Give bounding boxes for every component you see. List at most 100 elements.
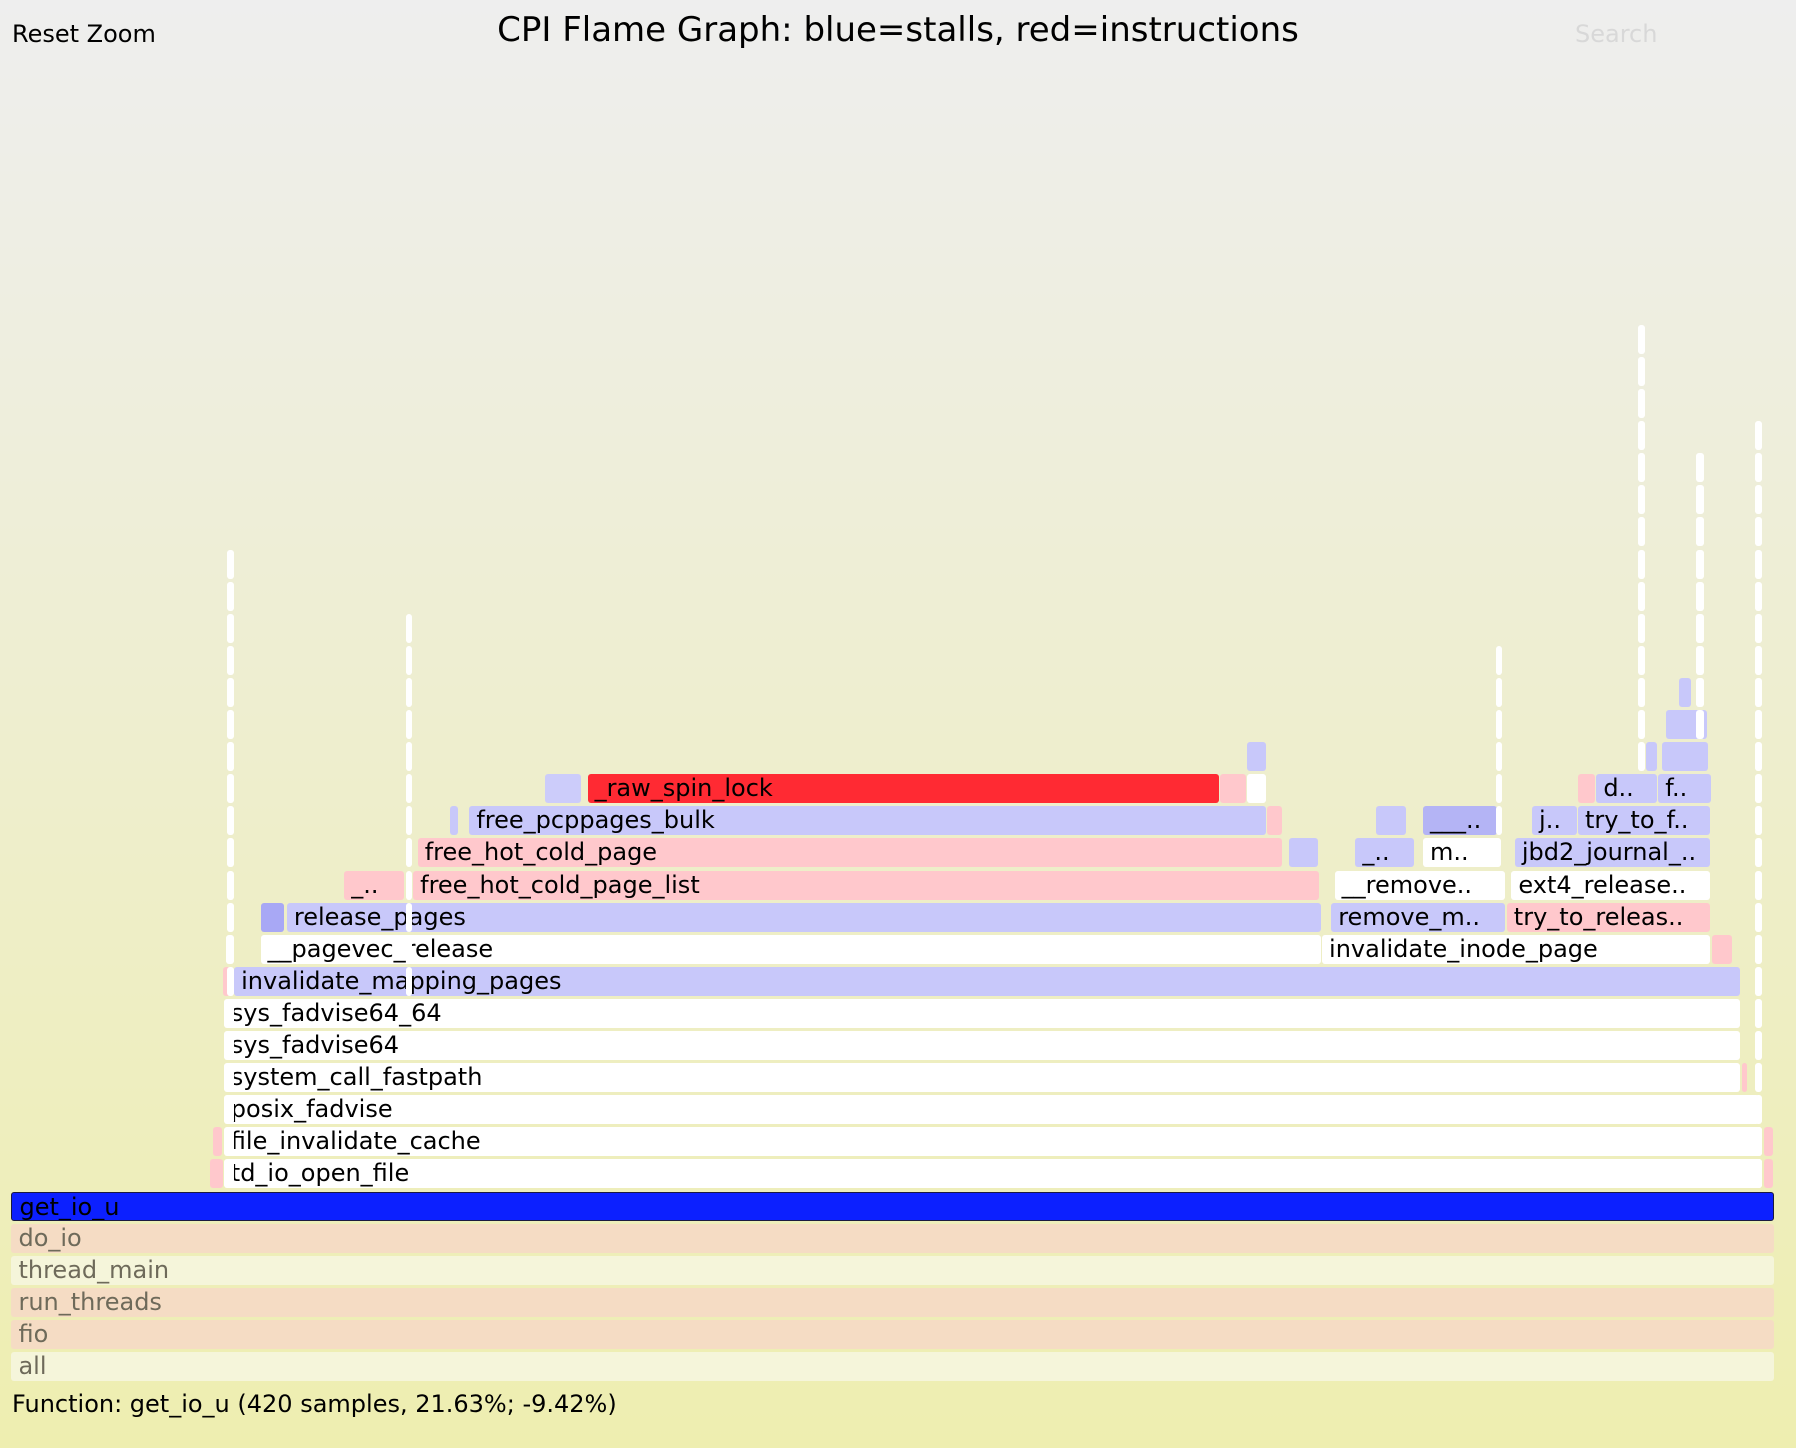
- frame-f-frame[interactable]: f..: [1658, 774, 1712, 804]
- tower-right-a-frame[interactable]: [1496, 645, 1503, 675]
- tower-left-frame[interactable]: [227, 742, 235, 772]
- tower-right-a-frame[interactable]: [1496, 742, 1503, 772]
- frame-do-io[interactable]: do_io: [11, 1223, 1775, 1253]
- frame-pagevec-release[interactable]: __pagevec_release: [260, 934, 1322, 964]
- tower-far-right-frame[interactable]: [1754, 774, 1762, 804]
- tower-left-frame[interactable]: [227, 677, 235, 707]
- frame-td-io-open-file[interactable]: td_io_open_file: [223, 1159, 1762, 1189]
- tower-mid-frame[interactable]: [406, 902, 412, 932]
- tower-mid-frame[interactable]: [406, 806, 412, 836]
- frame-invalidate-inode-page[interactable]: invalidate_inode_page: [1322, 934, 1711, 964]
- tower-left-frame[interactable]: [227, 549, 235, 579]
- tower-left-frame[interactable]: [227, 1159, 235, 1189]
- frame-system-call-fastpath-b[interactable]: [1742, 1063, 1747, 1093]
- tower-far-right-frame[interactable]: [1754, 517, 1762, 547]
- tower-right-c-frame[interactable]: [1696, 485, 1705, 515]
- tower-far-right-frame[interactable]: [1754, 421, 1762, 451]
- tower-left-frame[interactable]: [227, 1031, 235, 1060]
- tower-far-right-frame[interactable]: [1754, 1063, 1762, 1093]
- tower-right-b-frame[interactable]: [1637, 389, 1645, 418]
- frame-row17-b1[interactable]: [1375, 806, 1406, 836]
- tower-far-right-frame[interactable]: [1754, 806, 1762, 836]
- tower-far-right-frame[interactable]: [1754, 902, 1762, 932]
- frame-raw-spin-lock-post[interactable]: [1219, 774, 1247, 804]
- tower-far-right-frame[interactable]: [1754, 998, 1762, 1028]
- tower-far-right-frame[interactable]: [1754, 485, 1762, 515]
- tower-mid-frame[interactable]: [406, 645, 412, 675]
- frame-td-io-open-file-pre[interactable]: [210, 1159, 223, 1189]
- tower-mid-frame[interactable]: [406, 742, 412, 772]
- frame-m-frame[interactable]: m..: [1423, 838, 1502, 868]
- frame-raw-spin-lock-pre[interactable]: [545, 774, 581, 804]
- tower-right-b-frame[interactable]: [1637, 517, 1645, 547]
- tower-right-a-frame[interactable]: [1496, 677, 1503, 707]
- tower-mid-frame[interactable]: [406, 934, 412, 964]
- frame-try-to-free-buffers[interactable]: try_to_f..: [1577, 806, 1711, 836]
- frame-invalidate-mapping-pages[interactable]: invalidate_mapping_pages: [234, 966, 1740, 996]
- frame-file-invalidate-cache-pre[interactable]: [213, 1127, 222, 1157]
- tower-left-frame[interactable]: [227, 1127, 235, 1157]
- reset-zoom-button[interactable]: Reset Zoom: [12, 20, 156, 48]
- tower-left-frame[interactable]: [227, 870, 235, 900]
- tower-right-b-frame[interactable]: [1637, 324, 1645, 354]
- frame-try-to-release-page[interactable]: try_to_releas..: [1506, 902, 1711, 932]
- tower-far-right-frame[interactable]: [1754, 1095, 1762, 1125]
- tower-far-right-frame[interactable]: [1754, 453, 1762, 483]
- frame-free-hot-cold-page-list[interactable]: free_hot_cold_page_list: [413, 870, 1319, 900]
- frame-remove-sib[interactable]: _..: [1355, 838, 1414, 868]
- frame-d-pre[interactable]: [1577, 774, 1596, 804]
- frame-raw-spin-lock[interactable]: _raw_spin_lock: [587, 774, 1219, 804]
- tower-right-b-frame[interactable]: [1637, 710, 1645, 739]
- frame-thread-main[interactable]: thread_main: [11, 1255, 1775, 1285]
- frame-row19-b3[interactable]: [1661, 742, 1708, 772]
- tower-far-right-frame[interactable]: [1754, 1159, 1762, 1189]
- frame-file-invalidate-cache-post[interactable]: [1763, 1127, 1774, 1157]
- tower-far-right-frame[interactable]: [1754, 870, 1762, 900]
- tower-far-right-frame[interactable]: [1754, 645, 1762, 675]
- tower-far-right-frame[interactable]: [1754, 966, 1762, 996]
- frame-row19-b2[interactable]: [1645, 742, 1658, 772]
- frame-free-pcppages-bulk[interactable]: free_pcppages_bulk: [469, 806, 1266, 836]
- tower-left-frame[interactable]: [227, 613, 235, 643]
- frame-row21-b[interactable]: [1678, 677, 1691, 707]
- tower-left-frame[interactable]: [227, 838, 235, 868]
- frame-jbd2-journal-try-to-free-buffers[interactable]: jbd2_journal_..: [1514, 838, 1711, 868]
- tower-far-right-frame[interactable]: [1754, 838, 1762, 868]
- tower-right-c-frame[interactable]: [1696, 645, 1705, 675]
- tower-far-right-frame[interactable]: [1754, 1031, 1762, 1060]
- tower-far-right-frame[interactable]: [1754, 1127, 1762, 1157]
- frame-sys-fadvise64-64[interactable]: sys_fadvise64_64: [223, 998, 1740, 1028]
- tower-mid-frame[interactable]: [406, 838, 412, 868]
- tower-right-a-frame[interactable]: [1496, 710, 1503, 739]
- tower-mid-frame[interactable]: [406, 710, 412, 739]
- frame-free-hot-cold-page[interactable]: free_hot_cold_page: [417, 838, 1282, 868]
- frame-td-io-open-file-post[interactable]: [1763, 1159, 1774, 1189]
- frame-free-hot-cold-page-list-sib[interactable]: _..: [344, 870, 405, 900]
- tower-mid-frame[interactable]: [406, 677, 412, 707]
- tower-right-c-frame[interactable]: [1696, 710, 1705, 739]
- frame-posix-fadvise[interactable]: posix_fadvise: [223, 1095, 1760, 1125]
- tower-right-c-frame[interactable]: [1696, 677, 1705, 707]
- tower-right-c-frame[interactable]: [1696, 549, 1705, 579]
- tower-right-b-frame[interactable]: [1637, 742, 1645, 772]
- frame-invalidate-mapping-pages-pre[interactable]: [222, 966, 231, 996]
- tower-left-frame[interactable]: [227, 1095, 235, 1125]
- tower-left-frame[interactable]: [227, 902, 235, 932]
- tower-right-b-frame[interactable]: [1637, 356, 1645, 386]
- tower-right-c-frame[interactable]: [1696, 581, 1705, 611]
- frame-all[interactable]: all: [11, 1352, 1775, 1381]
- tower-far-right-frame[interactable]: [1754, 581, 1762, 611]
- frame-row17-b2[interactable]: ___..: [1423, 806, 1497, 836]
- frame-remove-mapping[interactable]: remove_m..: [1331, 902, 1505, 932]
- tower-far-right-frame[interactable]: [1754, 549, 1762, 579]
- search-button[interactable]: Search: [1575, 20, 1658, 48]
- tower-far-right-frame[interactable]: [1754, 742, 1762, 772]
- tower-right-a-frame[interactable]: [1496, 806, 1503, 836]
- tower-left-frame[interactable]: [227, 710, 235, 739]
- frame-invalidate-inode-page-post[interactable]: [1712, 934, 1732, 964]
- tower-left-frame[interactable]: [227, 966, 235, 996]
- tower-right-b-frame[interactable]: [1637, 581, 1645, 611]
- tower-right-b-frame[interactable]: [1637, 421, 1645, 451]
- tower-mid-frame[interactable]: [406, 613, 412, 643]
- tower-right-b-frame[interactable]: [1637, 485, 1645, 515]
